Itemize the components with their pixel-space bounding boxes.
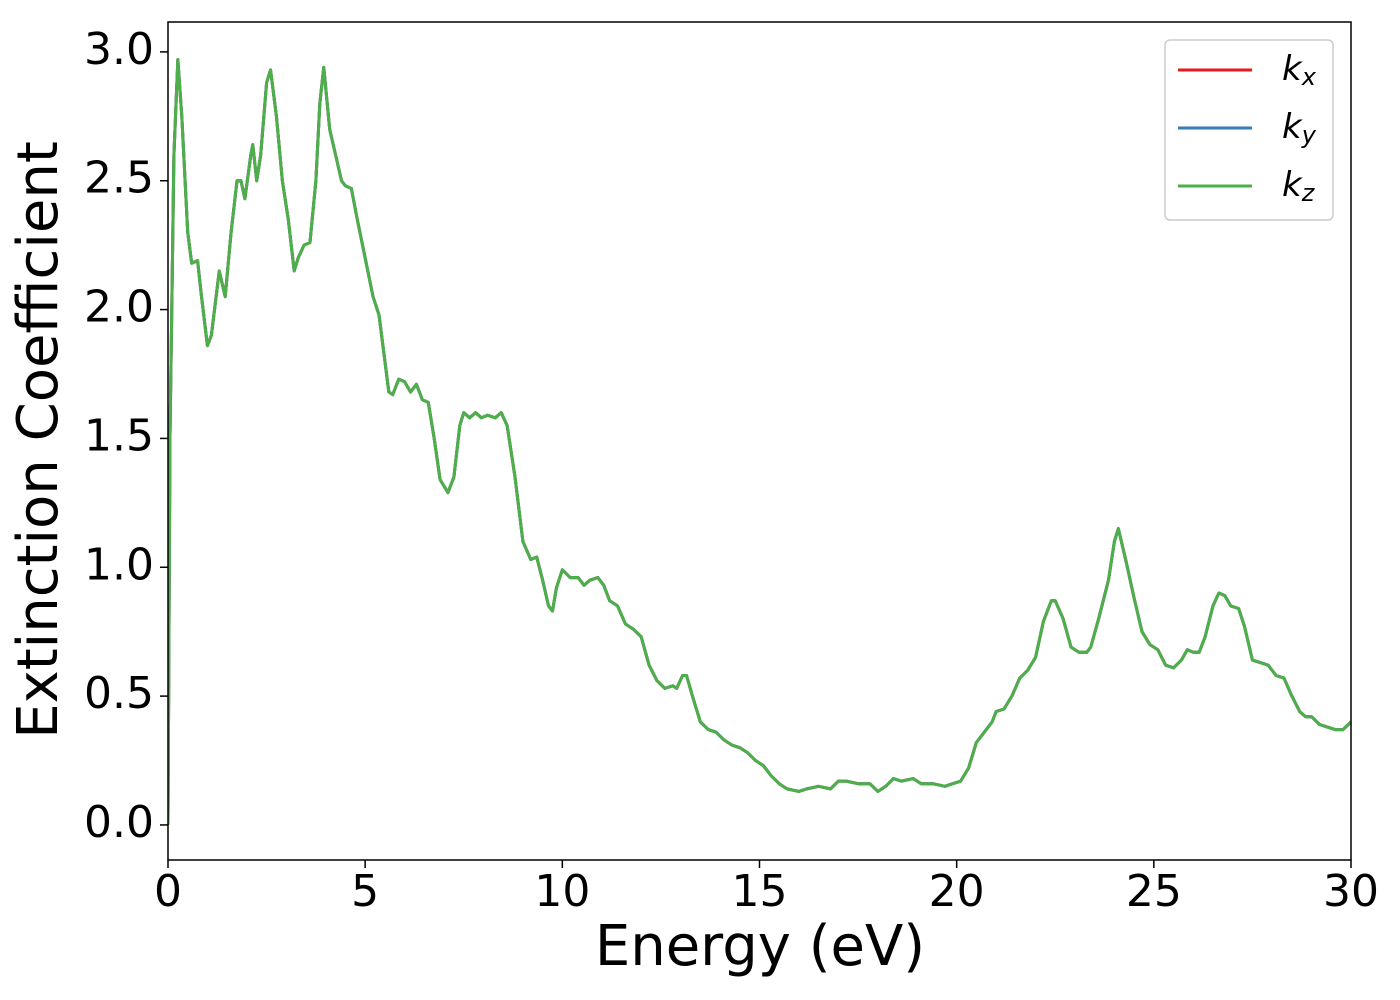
y-tick-label: 1.5 [84,410,154,461]
y-tick-label: 0.5 [84,668,154,719]
x-tick-label: 15 [732,866,788,917]
x-tick-label: 0 [154,866,182,917]
x-tick-label: 30 [1323,866,1379,917]
plot-frame [167,21,1352,861]
x-tick-label: 10 [534,866,590,917]
legend-label: kx [1282,49,1317,92]
x-tick-label: 5 [351,866,379,917]
series-line [168,58,1351,825]
legend-label: ky [1282,107,1317,150]
y-tick-label: 3.0 [84,24,154,75]
x-tick-label: 20 [929,866,985,917]
legend-box [1164,39,1334,221]
y-tick-label: 1.0 [84,539,154,590]
y-tick-label: 0.0 [84,797,154,848]
y-tick-label: 2.0 [84,282,154,333]
x-axis-label: Energy (eV) [595,914,925,979]
x-tick-label: 25 [1126,866,1182,917]
y-axis-label: Extinction Coefficient [6,141,71,739]
y-tick-label: 2.5 [84,153,154,204]
legend-label: kz [1282,165,1316,208]
